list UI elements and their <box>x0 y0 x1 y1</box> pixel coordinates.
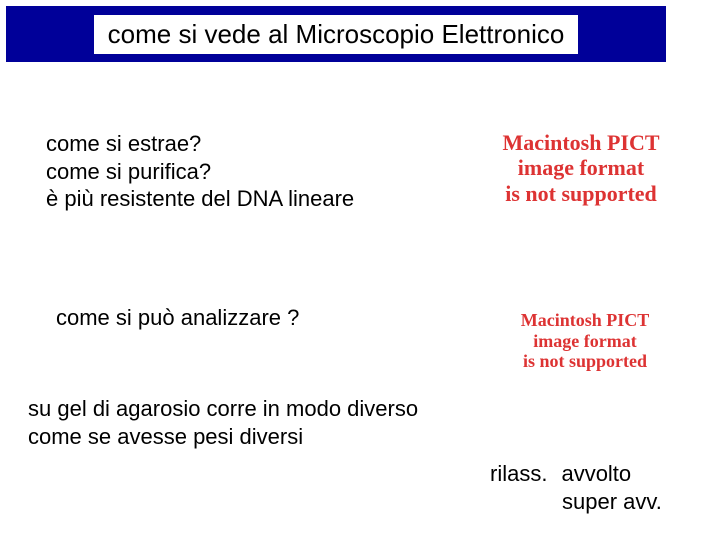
text-block-gel: su gel di agarosio corre in modo diverso… <box>28 395 418 450</box>
text-line: come si purifica? <box>46 158 354 186</box>
pict-placeholder: Macintosh PICT image format is not suppo… <box>500 310 670 372</box>
text-line: come se avesse pesi diversi <box>28 423 418 451</box>
text-line: Macintosh PICT <box>500 310 670 331</box>
text-block-questions: come si estrae? come si purifica? è più … <box>46 130 354 213</box>
text-line: su gel di agarosio corre in modo diverso <box>28 395 418 423</box>
text-line: image format <box>500 331 670 352</box>
text-line: image format <box>476 155 686 180</box>
text-line: Macintosh PICT <box>476 130 686 155</box>
page-title: come si vede al Microscopio Elettronico <box>94 15 579 54</box>
label-rilass: rilass. <box>490 460 547 488</box>
title-bar: come si vede al Microscopio Elettronico <box>6 6 666 62</box>
text-line: è più resistente del DNA lineare <box>46 185 354 213</box>
text-block-analyze: come si può analizzare ? <box>56 305 299 331</box>
bottom-labels: rilass. avvolto super avv. <box>490 460 662 515</box>
pict-placeholder: Macintosh PICT image format is not suppo… <box>476 130 686 206</box>
text-line: come si estrae? <box>46 130 354 158</box>
label-avvolto: avvolto <box>561 460 631 488</box>
text-line: is not supported <box>476 181 686 206</box>
label-super-avv: super avv. <box>562 489 662 514</box>
text-line: is not supported <box>500 351 670 372</box>
